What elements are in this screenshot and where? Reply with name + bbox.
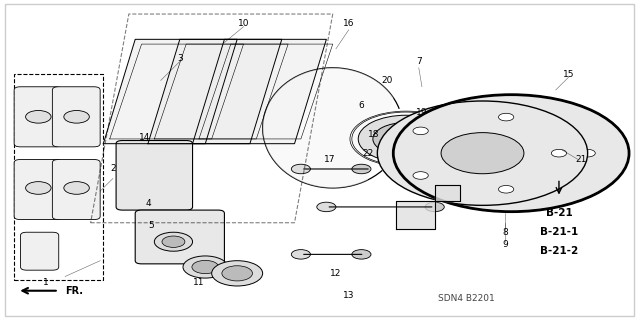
- Circle shape: [64, 182, 90, 194]
- Circle shape: [387, 130, 425, 148]
- Text: 4: 4: [145, 199, 151, 208]
- Text: 9: 9: [502, 241, 508, 249]
- Text: 2: 2: [110, 165, 116, 174]
- Circle shape: [154, 232, 193, 251]
- Polygon shape: [148, 39, 282, 144]
- Circle shape: [162, 236, 185, 248]
- Text: 19: 19: [416, 108, 428, 116]
- Circle shape: [467, 131, 556, 175]
- Text: 11: 11: [193, 278, 205, 287]
- Text: 15: 15: [563, 70, 574, 78]
- Text: 7: 7: [416, 57, 422, 66]
- Circle shape: [413, 172, 428, 179]
- FancyBboxPatch shape: [135, 210, 225, 264]
- Circle shape: [394, 95, 629, 212]
- Text: 10: 10: [238, 19, 250, 28]
- FancyBboxPatch shape: [52, 160, 100, 219]
- Text: 3: 3: [177, 54, 182, 63]
- Circle shape: [378, 101, 588, 205]
- Circle shape: [413, 127, 428, 135]
- Circle shape: [527, 185, 543, 193]
- Polygon shape: [103, 39, 237, 144]
- FancyBboxPatch shape: [116, 141, 193, 210]
- Polygon shape: [193, 39, 326, 144]
- Circle shape: [291, 164, 310, 174]
- Text: B-21-2: B-21-2: [540, 246, 578, 256]
- Text: 6: 6: [358, 101, 364, 110]
- Text: 17: 17: [324, 155, 335, 164]
- Circle shape: [212, 261, 262, 286]
- Text: 13: 13: [343, 291, 355, 300]
- Polygon shape: [396, 185, 460, 229]
- Circle shape: [291, 250, 310, 259]
- Text: B-21: B-21: [545, 208, 572, 218]
- Circle shape: [317, 202, 336, 212]
- Circle shape: [352, 164, 371, 174]
- FancyBboxPatch shape: [14, 160, 62, 219]
- Text: 5: 5: [148, 221, 154, 230]
- Text: 8: 8: [502, 228, 508, 237]
- Text: 14: 14: [139, 133, 150, 142]
- Bar: [14, 74, 103, 280]
- Text: SDN4 B2201: SDN4 B2201: [438, 294, 495, 303]
- Circle shape: [499, 185, 514, 193]
- Text: 18: 18: [369, 130, 380, 139]
- FancyBboxPatch shape: [14, 87, 62, 147]
- Circle shape: [441, 133, 524, 174]
- Circle shape: [551, 149, 566, 157]
- Circle shape: [425, 202, 444, 212]
- Text: 16: 16: [343, 19, 355, 28]
- Text: B-21-1: B-21-1: [540, 227, 578, 237]
- Text: 12: 12: [330, 269, 342, 278]
- Text: 20: 20: [381, 76, 392, 85]
- Circle shape: [527, 113, 543, 121]
- Circle shape: [580, 149, 595, 157]
- Text: 21: 21: [575, 155, 587, 164]
- Circle shape: [442, 127, 457, 135]
- Polygon shape: [262, 68, 394, 188]
- Text: 22: 22: [362, 149, 373, 158]
- Circle shape: [222, 266, 252, 281]
- Circle shape: [26, 110, 51, 123]
- Text: FR.: FR.: [65, 286, 83, 296]
- FancyBboxPatch shape: [20, 232, 59, 270]
- Circle shape: [499, 113, 514, 121]
- Circle shape: [26, 182, 51, 194]
- Circle shape: [352, 250, 371, 259]
- Text: 1: 1: [43, 278, 49, 287]
- FancyBboxPatch shape: [52, 87, 100, 147]
- Circle shape: [64, 110, 90, 123]
- Circle shape: [183, 256, 228, 278]
- Circle shape: [358, 115, 454, 163]
- Circle shape: [373, 122, 439, 155]
- Circle shape: [442, 172, 457, 179]
- Circle shape: [192, 260, 219, 274]
